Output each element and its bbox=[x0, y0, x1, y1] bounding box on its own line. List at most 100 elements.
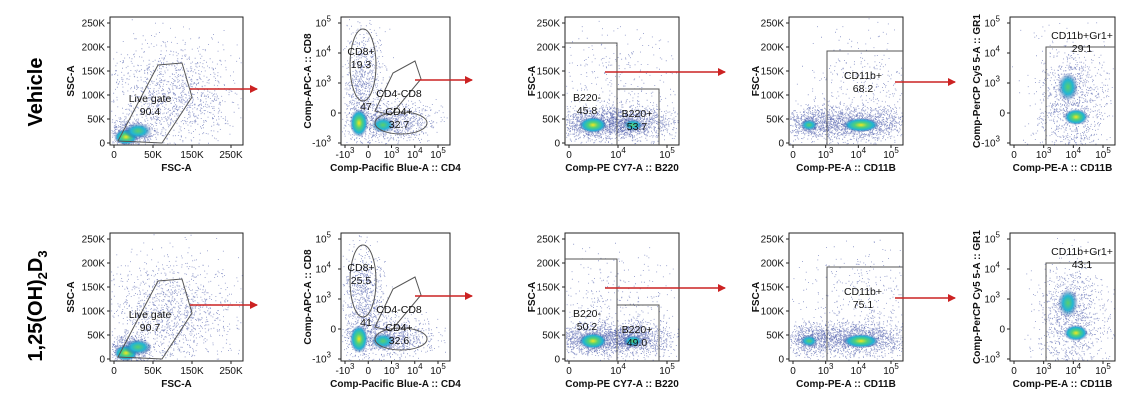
y-tick-label: 250K bbox=[761, 19, 785, 30]
x-tick-exp: 5 bbox=[894, 362, 899, 371]
x-tick-label: 0 bbox=[1011, 150, 1017, 161]
plot-frame bbox=[109, 232, 244, 362]
x-tick-label: 105 bbox=[1095, 362, 1111, 377]
y-tick-exp: 5 bbox=[996, 15, 1001, 24]
y-tick-label: 103 bbox=[984, 291, 1000, 306]
y-tick-label: 0 bbox=[330, 109, 336, 120]
x-tick-label: 0 bbox=[365, 150, 371, 161]
y-axis-label: Comp-PerCP Cy5 5-A :: GR1 bbox=[972, 14, 983, 148]
x-tick-exp: 3 bbox=[350, 362, 355, 371]
y-tick-label: 105 bbox=[315, 231, 331, 246]
y-tick-label: 250K bbox=[82, 235, 106, 246]
b220-neg-gate bbox=[565, 258, 618, 361]
x-tick-exp: 4 bbox=[418, 146, 423, 155]
gate-name: CD4-CD8 bbox=[376, 304, 422, 316]
x-tick-label: -103 bbox=[336, 146, 355, 161]
x-tick-exp: 3 bbox=[829, 362, 834, 371]
y-tick-label: 0 bbox=[778, 355, 784, 366]
y-tick-base: 10 bbox=[984, 19, 996, 30]
x-tick-label: 103 bbox=[818, 146, 834, 161]
x-tick-label: 104 bbox=[1066, 146, 1082, 161]
gate-percent: 41 bbox=[360, 317, 372, 329]
gate-percent: 49.0 bbox=[627, 337, 648, 349]
y-tick-label: -103 bbox=[312, 351, 331, 366]
x-tick-label: 105 bbox=[883, 146, 899, 161]
y-tick-label: 105 bbox=[315, 15, 331, 30]
gate-name: CD4+ bbox=[385, 106, 412, 118]
y-tick-label: 50K bbox=[542, 115, 560, 126]
x-tick-exp: 3 bbox=[1047, 146, 1052, 155]
row-label-sub: 3 bbox=[35, 250, 50, 257]
gate-percent: 53.7 bbox=[627, 121, 648, 133]
gate-percent: 50.2 bbox=[577, 321, 598, 333]
plot-row1-live-gate: 0 50K 100K 150K 200K 250K 0 50K 150K 250K FSC-A SSC… bbox=[66, 16, 244, 174]
gate-percent: 25.5 bbox=[351, 275, 372, 287]
x-tick-base: 10 bbox=[610, 150, 622, 161]
gate-name: B220- bbox=[573, 308, 602, 320]
x-tick-label: 0 bbox=[566, 150, 572, 161]
x-axis-label: Comp-Pacific Blue-A :: CD4 bbox=[330, 379, 461, 390]
x-tick-base: 10 bbox=[407, 150, 419, 161]
x-tick-exp: 5 bbox=[1106, 146, 1111, 155]
x-tick-exp: 5 bbox=[894, 146, 899, 155]
y-tick-label: 50K bbox=[766, 115, 784, 126]
y-tick-label: 150K bbox=[761, 283, 785, 294]
gate-name: CD8+ bbox=[347, 262, 374, 274]
x-tick-label: 104 bbox=[407, 362, 423, 377]
y-tick-label: 0 bbox=[778, 139, 784, 150]
density-hotspot bbox=[371, 333, 395, 349]
x-tick-label: 150K bbox=[180, 150, 204, 161]
event-dots bbox=[566, 312, 672, 361]
gate-name: B220+ bbox=[622, 108, 653, 120]
x-tick-base: 10 bbox=[883, 366, 895, 377]
x-tick-base: 10 bbox=[384, 150, 396, 161]
x-tick-exp: 4 bbox=[418, 362, 423, 371]
x-tick-label: 103 bbox=[1036, 362, 1052, 377]
x-tick-exp: 5 bbox=[441, 362, 446, 371]
event-dots bbox=[342, 19, 397, 144]
y-tick-label: 0 bbox=[554, 355, 560, 366]
y-tick-base: 10 bbox=[984, 79, 996, 90]
x-tick-label: 105 bbox=[1095, 146, 1111, 161]
y-tick-label: 0 bbox=[99, 139, 105, 150]
x-tick-exp: 5 bbox=[670, 146, 675, 155]
x-tick-label: 50K bbox=[144, 150, 162, 161]
y-tick-label: 100K bbox=[537, 307, 561, 318]
event-dots bbox=[790, 98, 903, 145]
x-tick-label: 50K bbox=[144, 366, 162, 377]
x-tick-label: 0 bbox=[790, 366, 796, 377]
density-hotspot bbox=[1058, 289, 1078, 317]
x-tick-base: 10 bbox=[430, 150, 442, 161]
gate-percent: 90.4 bbox=[140, 106, 161, 118]
x-tick-label: 250K bbox=[219, 366, 243, 377]
x-tick-label: -103 bbox=[336, 362, 355, 377]
y-tick-label: 104 bbox=[984, 261, 1000, 276]
y-tick-exp: 4 bbox=[996, 45, 1001, 54]
y-tick-label: 250K bbox=[537, 19, 561, 30]
y-tick-base: 10 bbox=[315, 19, 327, 30]
x-tick-base: 10 bbox=[1095, 366, 1107, 377]
gate-percent: 47 bbox=[360, 101, 372, 113]
x-tick-label: 0 bbox=[1011, 366, 1017, 377]
live-gate-polygon bbox=[117, 278, 193, 360]
x-tick-base: 10 bbox=[659, 150, 671, 161]
y-tick-label: -103 bbox=[981, 351, 1000, 366]
y-tick-label: 0 bbox=[999, 325, 1005, 336]
density-hotspot bbox=[800, 335, 818, 347]
y-tick-label: 200K bbox=[82, 259, 106, 270]
y-tick-exp: 5 bbox=[327, 231, 332, 240]
x-tick-exp: 4 bbox=[862, 362, 867, 371]
cd11b-gate bbox=[826, 266, 903, 361]
y-tick-base: 10 bbox=[984, 235, 996, 246]
y-axis-label: Comp-APC-A :: CD8 bbox=[303, 33, 314, 129]
x-tick-base: 10 bbox=[430, 366, 442, 377]
x-tick-base: 10 bbox=[384, 366, 396, 377]
x-tick-label: 104 bbox=[851, 362, 867, 377]
y-axis-label: Comp-PerCP Cy5 5-A :: GR1 bbox=[972, 230, 983, 364]
gate-name: CD11b+Gr1+ bbox=[1051, 246, 1113, 258]
y-tick-label: 200K bbox=[761, 43, 785, 54]
x-axis-label: Comp-PE-A :: CD11B bbox=[796, 379, 896, 390]
